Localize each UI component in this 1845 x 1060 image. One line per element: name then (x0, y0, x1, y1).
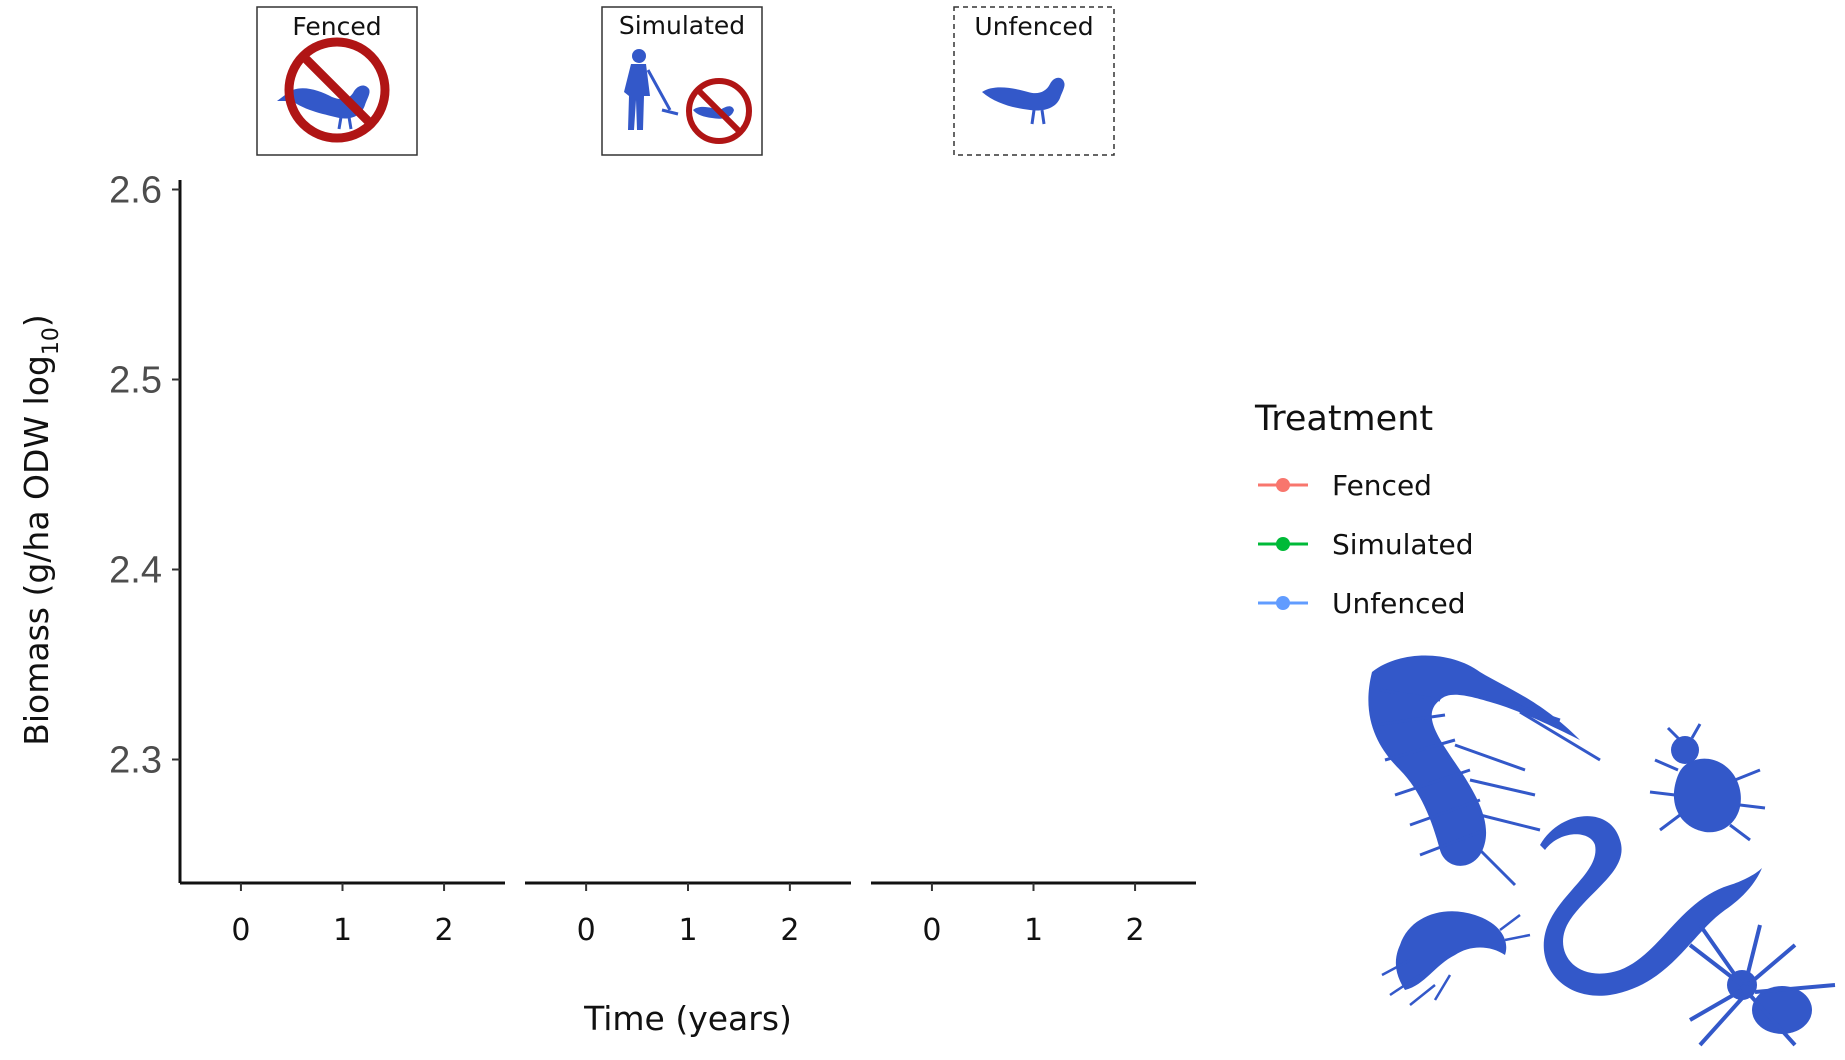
beetle-icon (1673, 758, 1741, 833)
x-tick-label: 1 (678, 913, 697, 948)
facet-label-unfenced: Unfenced (974, 12, 1093, 41)
facet-label-simulated: Simulated (619, 11, 745, 40)
legend-label: Fenced (1332, 469, 1432, 502)
person-raking-icon (624, 49, 679, 130)
x-axis-title: Time (years) (583, 999, 792, 1038)
worm-icon (1540, 816, 1762, 996)
facet-label-fenced: Fenced (292, 12, 381, 41)
x-tick-label: 1 (333, 913, 352, 948)
x-axes: 0 1 2 0 1 2 0 1 2 (180, 881, 1196, 948)
y-axis-title-subscript: 10 (39, 327, 64, 355)
amphipod-icon (1395, 911, 1507, 990)
x-tick-label: 0 (577, 913, 596, 948)
legend-key-point (1276, 596, 1290, 610)
x-tick-label: 1 (1024, 913, 1043, 948)
y-tick-label: 2.4 (109, 550, 162, 592)
y-tick-label: 2.5 (109, 360, 162, 402)
y-tick-label: 2.3 (109, 740, 162, 782)
x-tick-label: 2 (435, 913, 454, 948)
facet-header-unfenced: Unfenced (953, 6, 1115, 156)
legend-item-fenced: Fenced (1258, 469, 1432, 502)
facet-header-fenced: Fenced (256, 6, 418, 156)
small-pheasant-prohibited-icon (686, 78, 752, 144)
legend-label: Simulated (1332, 528, 1474, 561)
legend-key-point (1276, 537, 1290, 551)
facet-header-simulated: Simulated (601, 6, 763, 156)
legend-key-point (1276, 478, 1290, 492)
pheasant-prohibited-icon (277, 37, 390, 143)
x-tick-label: 2 (1126, 913, 1145, 948)
x-tick-label: 0 (231, 913, 250, 948)
x-tick-label: 2 (780, 913, 799, 948)
pheasant-icon (982, 77, 1065, 125)
y-axis-title-main: Biomass (g/ha ODW log (17, 355, 56, 746)
legend: Treatment Fenced Simulated Unfenced (1254, 399, 1474, 620)
legend-item-unfenced: Unfenced (1258, 587, 1465, 620)
legend-label: Unfenced (1332, 587, 1465, 620)
legend-item-simulated: Simulated (1258, 528, 1474, 561)
y-axis-title-suffix: ) (17, 314, 56, 327)
legend-items: Fenced Simulated Unfenced (1258, 469, 1474, 620)
x-tick-label: 0 (922, 913, 941, 948)
y-tick-label: 2.6 (109, 170, 162, 212)
invertebrate-silhouettes-icon (1368, 655, 1836, 1047)
legend-title: Treatment (1254, 399, 1433, 439)
y-ticks: 2.6 2.5 2.4 2.3 (109, 170, 180, 782)
y-axis-title: Biomass (g/ha ODW log10) (17, 314, 64, 746)
y-axis: 2.6 2.5 2.4 2.3 (109, 170, 182, 883)
spider-icon (1688, 923, 1836, 1047)
